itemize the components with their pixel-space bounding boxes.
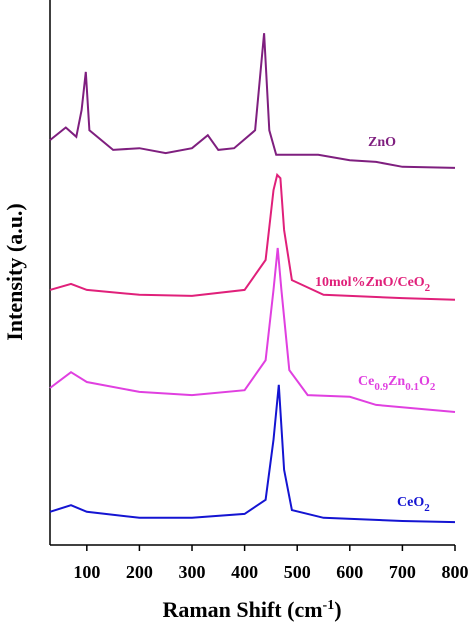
x-tick-label: 700 (389, 562, 416, 582)
series-label: Ce0.9Zn0.1O2 (358, 374, 436, 393)
series-label-part: 2 (430, 381, 436, 393)
series-label-part: Zn (388, 374, 405, 389)
series-label-part: ZnO (368, 135, 396, 150)
series-label-part: 10mol%ZnO/CeO (315, 275, 425, 290)
x-axis-label: Raman Shift (cm-1) (162, 597, 341, 622)
x-tick-label: 100 (73, 562, 100, 582)
spectrum-line (49, 384, 456, 524)
x-tick-label: 600 (336, 562, 363, 582)
series-label-part: 0.9 (374, 381, 388, 393)
x-label-part: -1 (323, 598, 335, 613)
x-label-part: ) (334, 597, 341, 622)
x-tick-label: 400 (231, 562, 258, 582)
x-tick-label: 200 (126, 562, 153, 582)
y-axis-label: Intensity (a.u.) (2, 203, 27, 341)
series-label-part: 0.1 (405, 381, 419, 393)
series-label-part: 2 (425, 282, 431, 294)
x-tick-label: 800 (442, 562, 469, 582)
spectrum-line (49, 247, 456, 413)
series-label: CeO2 (397, 495, 430, 514)
spectrum-line (49, 33, 456, 169)
series-label: 10mol%ZnO/CeO2 (315, 275, 431, 294)
series-label-part: Ce (358, 374, 374, 389)
x-tick-label: 300 (179, 562, 206, 582)
x-label-part: Raman Shift (cm (162, 597, 322, 622)
series-label: ZnO (368, 135, 396, 150)
series-label-part: CeO (397, 495, 424, 510)
spectrum-line (49, 172, 456, 301)
series-label-part: 2 (424, 502, 430, 514)
series-label-part: O (419, 374, 430, 389)
x-tick-label: 500 (284, 562, 311, 582)
